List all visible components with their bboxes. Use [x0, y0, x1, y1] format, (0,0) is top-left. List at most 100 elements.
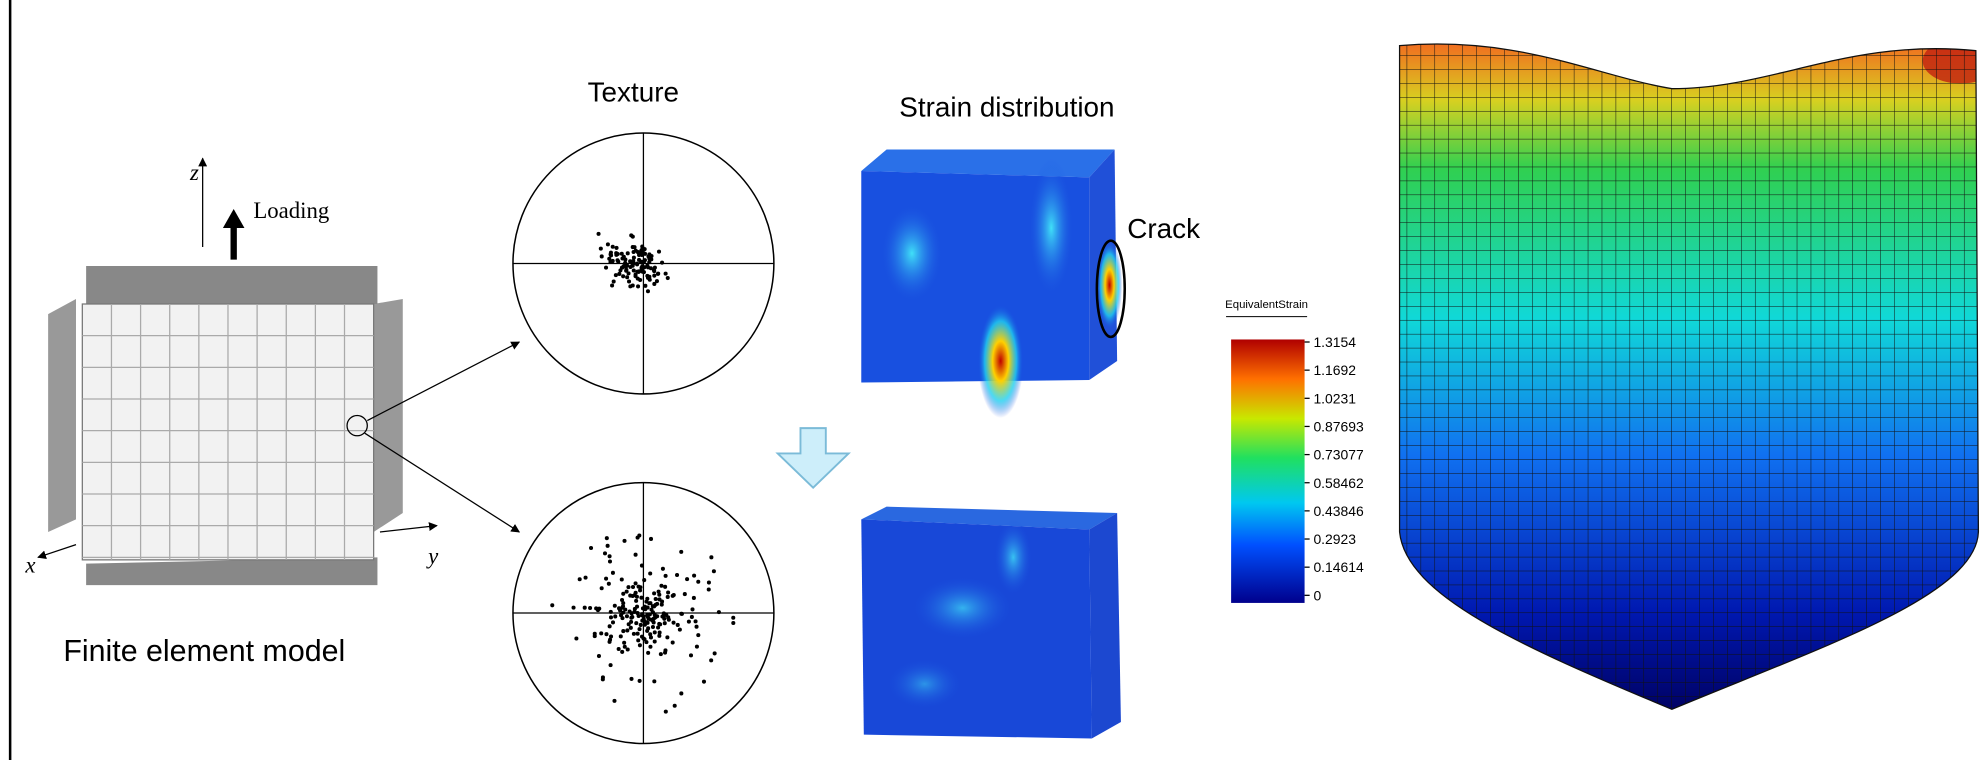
pole-dot [608, 559, 612, 563]
pole-dot [648, 645, 652, 649]
pole-dot [678, 628, 682, 632]
pole-dot [646, 289, 650, 293]
pole-dot [588, 606, 592, 610]
pole-dot [659, 652, 663, 656]
pole-dot [664, 710, 668, 714]
pole-dot [620, 266, 624, 270]
deformed-cup [1393, 32, 1986, 716]
pole-dot [608, 624, 612, 628]
strain-title: Strain distribution [899, 92, 1114, 123]
pole-dot [622, 255, 626, 259]
pole-dot [611, 571, 615, 575]
pole-dot [717, 610, 721, 614]
pole-dot [657, 250, 661, 254]
pole-dot [608, 638, 612, 642]
pole-dot [640, 253, 644, 257]
model-label: Finite element model [63, 634, 345, 668]
pole-dot [657, 634, 661, 638]
colorbar-label: 1.1692 [1313, 362, 1356, 378]
pole-dot [574, 636, 578, 640]
pole-dot [649, 608, 653, 612]
pole-dot [638, 585, 642, 589]
pole-dot [707, 581, 711, 585]
pole-dot [617, 647, 621, 651]
pole-dot [685, 577, 689, 581]
pole-dot [620, 616, 624, 620]
pole-dot [679, 612, 683, 616]
pole-dot [679, 691, 683, 695]
pole-dot [652, 679, 656, 683]
pole-dot [652, 620, 656, 624]
pole-dot [673, 704, 677, 708]
pole-dot [617, 272, 621, 276]
pole-dot [672, 593, 676, 597]
pole-dot [636, 638, 640, 642]
pole-dot [605, 536, 609, 540]
pole-dot [653, 603, 657, 607]
pole-dot [615, 258, 619, 262]
pole-dot [621, 592, 625, 596]
pole-dot [625, 275, 629, 279]
pole-dot [643, 284, 647, 288]
pole-dot [646, 651, 650, 655]
pole-dot [608, 260, 612, 264]
pole-dot [663, 621, 667, 625]
pole-dot [634, 591, 638, 595]
colorbar-label: 0.2923 [1313, 531, 1356, 547]
pole-dot [679, 550, 683, 554]
pole-dot [613, 614, 617, 618]
pole-dot [604, 266, 608, 270]
pole-dot [623, 608, 627, 612]
pole-figure [513, 483, 774, 744]
pole-dot [638, 278, 642, 282]
pole-dot [627, 279, 631, 283]
pole-dot [696, 633, 700, 637]
pole-dot [621, 601, 625, 605]
pole-dot [628, 594, 632, 598]
pole-dot [636, 250, 640, 254]
pole-dot [731, 621, 735, 625]
pole-dot [617, 606, 621, 610]
colorbar-label: 0.73077 [1313, 447, 1364, 463]
pole-dot [614, 251, 618, 255]
pole-dot [660, 261, 664, 265]
pole-dot [609, 610, 613, 614]
pole-dot [696, 580, 700, 584]
pole-dot [692, 596, 696, 600]
pole-dot [661, 567, 665, 571]
pole-dot [612, 699, 616, 703]
colorbar-label: 1.3154 [1313, 334, 1356, 350]
pole-dot [664, 272, 668, 276]
pole-dot [628, 284, 632, 288]
pole-dot [578, 577, 582, 581]
pole-dot [653, 640, 657, 644]
pole-dot [631, 585, 635, 589]
pole-dot [709, 658, 713, 662]
pole-dot [640, 613, 644, 617]
pole-dot [637, 258, 641, 262]
pole-dot [583, 606, 587, 610]
colorbar-label: 0.43846 [1313, 503, 1364, 519]
pole-dot [663, 585, 667, 589]
pole-dot [611, 245, 615, 249]
pole-dot [609, 663, 613, 667]
pole-dot [632, 632, 636, 636]
pole-dot [695, 625, 699, 629]
pole-dot [593, 634, 597, 638]
pole-dot [609, 615, 613, 619]
pole-dot [655, 279, 659, 283]
pole-dot [614, 273, 618, 277]
pole-dot [629, 620, 633, 624]
pole-dot [648, 571, 652, 575]
pole-dot [621, 274, 625, 278]
pole-dot [629, 616, 633, 620]
pole-dot [658, 622, 662, 626]
pole-dot [625, 590, 629, 594]
pole-dot [628, 610, 632, 614]
pole-dot [606, 544, 610, 548]
pole-dot [632, 256, 636, 260]
crack-label: Crack [1127, 213, 1200, 244]
pole-dot [664, 574, 668, 578]
pole-dot [640, 564, 644, 568]
pole-dot [651, 625, 655, 629]
